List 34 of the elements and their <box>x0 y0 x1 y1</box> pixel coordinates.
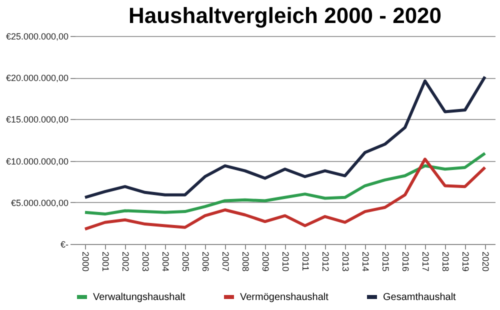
x-tick-label: 2002 <box>120 252 130 272</box>
x-tick-label: 2006 <box>200 252 210 272</box>
y-tick-label: €25.000.000,00 <box>6 32 68 42</box>
x-tick-label: 2014 <box>360 252 370 272</box>
legend-label: Verwaltungshaushalt <box>93 292 186 303</box>
x-tick-label: 2004 <box>160 252 170 272</box>
x-tick-label: 2015 <box>380 252 390 272</box>
x-tick-label: 2005 <box>180 252 190 272</box>
x-tick-label: 2003 <box>140 252 150 272</box>
x-tick-label: 2016 <box>400 252 410 272</box>
legend-label: Gesamthaushalt <box>383 292 456 303</box>
y-tick-label: €15.000.000,00 <box>6 114 68 125</box>
x-tick-label: 2012 <box>320 252 330 272</box>
line-series <box>84 152 486 216</box>
chart-title: Haushaltvergleich 2000 - 2020 <box>128 3 442 28</box>
y-tick-label: €- <box>60 240 68 250</box>
y-tick-label: €10.000.000,00 <box>6 156 68 166</box>
legend-label: Vermögenshaushalt <box>240 292 329 303</box>
x-tick-label: 2019 <box>460 252 470 272</box>
x-tick-label: 2018 <box>440 252 450 272</box>
x-tick-label: 2020 <box>480 252 490 272</box>
x-tick-label: 2009 <box>260 252 270 272</box>
line-series <box>84 75 486 199</box>
x-tick-label: 2007 <box>220 252 230 272</box>
x-tick-label: 2001 <box>100 252 110 272</box>
x-tick-label: 2008 <box>240 252 250 272</box>
y-tick-label: €20.000.000,00 <box>6 73 68 84</box>
x-tick-label: 2013 <box>340 252 350 272</box>
x-tick-label: 2010 <box>280 252 290 272</box>
line-series <box>84 158 486 231</box>
x-tick-label: 2017 <box>420 252 430 272</box>
x-tick-label: 2000 <box>80 252 90 272</box>
x-tick-label: 2011 <box>300 252 310 271</box>
y-tick-label: €5.000.000,00 <box>10 198 68 208</box>
